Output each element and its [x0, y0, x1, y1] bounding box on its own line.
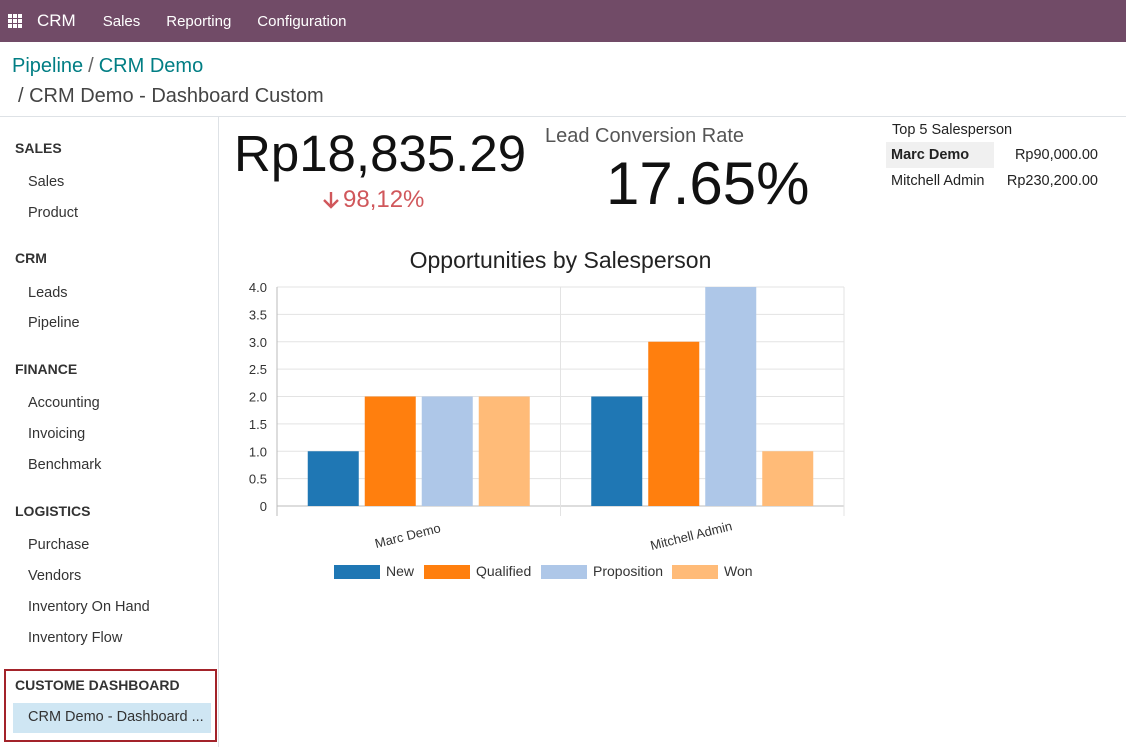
sidebar-section-sales: SALES: [15, 140, 62, 156]
sidebar-section-finance: FINANCE: [15, 361, 78, 377]
x-tick-label: Mitchell Admin: [649, 518, 734, 553]
chart-title: Opportunities by Salesperson: [410, 247, 712, 273]
app-brand[interactable]: CRM: [37, 11, 76, 30]
sidebar-item-inventory-flow[interactable]: Inventory Flow: [28, 630, 123, 646]
sidebar-item-active-bg[interactable]: [13, 703, 211, 733]
highlight-box: [4, 669, 217, 742]
menu-sales[interactable]: Sales: [102, 12, 141, 30]
bar-won: [478, 396, 530, 506]
top5-name: Marc Demo: [886, 142, 994, 168]
legend-label: Proposition: [593, 563, 663, 579]
y-tick-label: 3.5: [249, 307, 267, 322]
x-tick-label: Marc Demo: [373, 520, 442, 551]
sidebar-item-invoicing[interactable]: Invoicing: [28, 426, 86, 442]
sidebar-item-sales[interactable]: Sales: [28, 174, 65, 190]
header-divider: [0, 116, 1126, 117]
y-tick-label: 0.5: [249, 472, 267, 487]
menu-configuration[interactable]: Configuration: [257, 12, 347, 30]
apps-grid-icon[interactable]: [8, 14, 22, 28]
page-title: / CRM Demo - Dashboard Custom: [18, 85, 324, 107]
y-tick-label: 1.0: [249, 444, 267, 459]
top5-row[interactable]: Marc Demo Rp90,000.00: [886, 142, 1100, 168]
y-tick-label: 1.5: [249, 417, 267, 432]
opportunities-chart: Opportunities by Salesperson 0 0.5 1.0 1.5 2.…: [230, 240, 860, 605]
sidebar-item-product[interactable]: Product: [28, 205, 78, 221]
bar-qualified: [648, 341, 700, 506]
y-tick-label: 3.0: [249, 335, 267, 350]
kpi-conversion-label: Lead Conversion Rate: [545, 125, 745, 147]
sidebar: [0, 117, 219, 747]
sidebar-section-crm: CRM: [15, 250, 47, 266]
sidebar-item-crm-demo-dashboard[interactable]: CRM Demo - Dashboard ...: [28, 709, 204, 725]
y-tick-label: 4.0: [249, 280, 267, 295]
kpi-conversion-value: 17.65%: [606, 150, 810, 217]
sidebar-item-accounting[interactable]: Accounting: [28, 395, 100, 411]
chart-svg: Opportunities by Salesperson 0 0.5 1.0 1.5 2.…: [249, 247, 845, 579]
bar-won: [762, 451, 814, 506]
legend-swatch: [541, 565, 587, 579]
arrow-down-icon: [323, 192, 339, 209]
sidebar-item-vendors[interactable]: Vendors: [28, 568, 82, 584]
legend-swatch: [424, 565, 470, 579]
legend-swatch: [672, 565, 718, 579]
bar-proposition: [421, 396, 473, 506]
bar-new: [307, 451, 359, 506]
breadcrumb-separator: /: [88, 55, 94, 77]
top5-row[interactable]: Mitchell Admin Rp230,200.00: [886, 168, 1100, 194]
breadcrumb-pipeline[interactable]: Pipeline: [12, 55, 84, 77]
y-tick-label: 0: [260, 499, 267, 514]
menu-reporting[interactable]: Reporting: [166, 12, 232, 30]
top5-amount: Rp230,200.00: [1006, 173, 1098, 189]
sidebar-item-purchase[interactable]: Purchase: [28, 537, 90, 553]
kpi-revenue-delta-text: 98,12%: [343, 186, 425, 213]
breadcrumb-crm-demo[interactable]: CRM Demo: [98, 55, 204, 77]
sidebar-section-logistics: LOGISTICS: [15, 503, 91, 519]
top-navbar: CRM Sales Reporting Configuration: [0, 0, 1126, 42]
y-tick-label: 2.0: [249, 390, 267, 405]
bar-proposition: [705, 287, 757, 506]
top5-name: Mitchell Admin: [891, 173, 985, 189]
top5-amount: Rp90,000.00: [1014, 147, 1098, 163]
bar-new: [591, 396, 643, 506]
top5-title: Top 5 Salesperson: [892, 122, 1013, 138]
sidebar-item-inventory-on-hand[interactable]: Inventory On Hand: [28, 599, 150, 615]
legend-swatch: [334, 565, 380, 579]
sidebar-item-leads[interactable]: Leads: [28, 285, 68, 301]
sidebar-section-custome-dashboard: CUSTOME DASHBOARD: [15, 677, 180, 693]
legend-label: Won: [724, 563, 753, 579]
sidebar-item-pipeline[interactable]: Pipeline: [28, 315, 80, 331]
y-tick-label: 2.5: [249, 362, 267, 377]
sidebar-item-benchmark[interactable]: Benchmark: [28, 457, 102, 473]
kpi-revenue-value: Rp18,835.29: [234, 125, 527, 182]
legend-label: Qualified: [476, 563, 531, 579]
legend-label: New: [386, 563, 415, 579]
bar-qualified: [364, 396, 416, 506]
kpi-revenue-delta: 98,12%: [322, 186, 424, 214]
breadcrumb: Pipeline / CRM Demo / CRM Demo - Dashboard…: [12, 53, 324, 109]
